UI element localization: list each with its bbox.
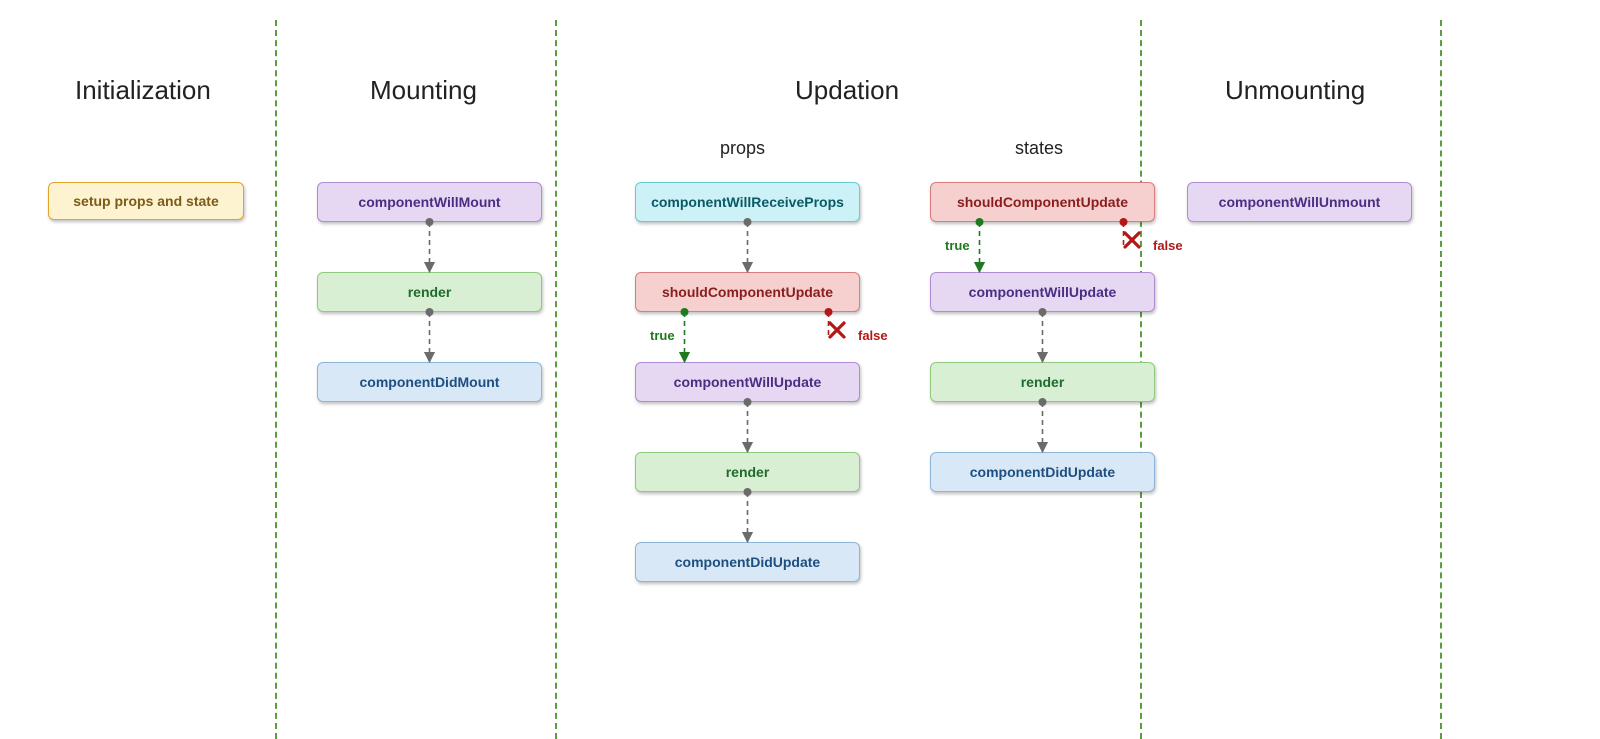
label-false-states: false — [1153, 238, 1183, 253]
node-component-will-update-props: componentWillUpdate — [635, 362, 860, 402]
title-mounting: Mounting — [370, 75, 477, 106]
node-component-did-mount: componentDidMount — [317, 362, 542, 402]
node-should-component-update-states: shouldComponentUpdate — [930, 182, 1155, 222]
node-component-will-unmount: componentWillUnmount — [1187, 182, 1412, 222]
subtitle-states: states — [1015, 138, 1063, 159]
node-component-will-receive-props: componentWillReceiveProps — [635, 182, 860, 222]
node-component-did-update-props: componentDidUpdate — [635, 542, 860, 582]
node-component-will-update-states: componentWillUpdate — [930, 272, 1155, 312]
title-initialization: Initialization — [75, 75, 211, 106]
separator-1 — [275, 20, 277, 739]
label-true-props: true — [650, 328, 675, 343]
node-render-mount: render — [317, 272, 542, 312]
node-render-props: render — [635, 452, 860, 492]
title-unmounting: Unmounting — [1225, 75, 1365, 106]
separator-4 — [1440, 20, 1442, 739]
separator-2 — [555, 20, 557, 739]
node-component-will-mount: componentWillMount — [317, 182, 542, 222]
label-true-states: true — [945, 238, 970, 253]
title-updation: Updation — [795, 75, 899, 106]
node-setup-props-state: setup props and state — [48, 182, 244, 220]
node-component-did-update-states: componentDidUpdate — [930, 452, 1155, 492]
label-false-props: false — [858, 328, 888, 343]
node-should-component-update-props: shouldComponentUpdate — [635, 272, 860, 312]
subtitle-props: props — [720, 138, 765, 159]
diagram-canvas: Initialization Mounting Updation Unmount… — [0, 0, 1600, 739]
node-render-states: render — [930, 362, 1155, 402]
